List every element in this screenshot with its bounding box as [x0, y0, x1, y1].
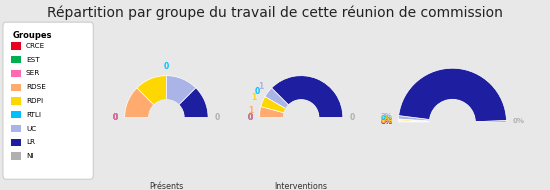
Text: 2%: 2%	[381, 113, 393, 119]
Wedge shape	[137, 76, 166, 105]
Text: 0%: 0%	[381, 119, 392, 125]
FancyBboxPatch shape	[10, 152, 21, 160]
Wedge shape	[398, 121, 430, 122]
Wedge shape	[382, 122, 522, 190]
Text: 1: 1	[258, 82, 263, 91]
Text: 0: 0	[248, 113, 253, 122]
Text: 1: 1	[191, 101, 196, 111]
Text: SER: SER	[26, 70, 40, 76]
FancyBboxPatch shape	[10, 125, 21, 132]
Wedge shape	[398, 119, 430, 121]
Text: CRCE: CRCE	[26, 43, 45, 49]
FancyBboxPatch shape	[10, 42, 21, 50]
Text: 0: 0	[113, 113, 118, 122]
Text: 1: 1	[152, 86, 158, 95]
Wedge shape	[398, 120, 430, 122]
Wedge shape	[475, 121, 507, 122]
Text: RDPI: RDPI	[26, 98, 43, 104]
FancyBboxPatch shape	[10, 84, 21, 91]
FancyBboxPatch shape	[10, 70, 21, 77]
Text: 0: 0	[113, 113, 118, 122]
Text: 0%: 0%	[381, 118, 392, 124]
Wedge shape	[247, 117, 355, 172]
FancyBboxPatch shape	[10, 139, 21, 146]
Text: 0: 0	[248, 113, 253, 122]
Text: 0: 0	[248, 113, 253, 122]
FancyBboxPatch shape	[10, 56, 21, 63]
Text: 0: 0	[349, 113, 355, 122]
Text: UC: UC	[26, 126, 36, 131]
Wedge shape	[261, 97, 286, 113]
Wedge shape	[399, 68, 507, 122]
Wedge shape	[398, 116, 430, 121]
Wedge shape	[272, 76, 343, 117]
Circle shape	[284, 100, 318, 135]
Text: 1: 1	[248, 106, 254, 115]
FancyBboxPatch shape	[10, 97, 21, 105]
Text: 0%: 0%	[381, 116, 393, 122]
Text: 9: 9	[310, 86, 315, 95]
Text: Présents: Présents	[149, 181, 184, 190]
Text: 1: 1	[251, 93, 257, 102]
FancyBboxPatch shape	[10, 111, 21, 119]
Text: Groupes: Groupes	[12, 31, 52, 40]
Text: 1: 1	[136, 101, 142, 111]
Circle shape	[430, 100, 475, 145]
Text: LR: LR	[26, 139, 35, 145]
Text: 0%: 0%	[513, 118, 524, 124]
Text: 0: 0	[214, 113, 220, 122]
Text: EST: EST	[26, 57, 40, 63]
Text: RTLI: RTLI	[26, 112, 41, 118]
Wedge shape	[260, 107, 284, 117]
Text: 0%: 0%	[381, 115, 393, 121]
Text: 0: 0	[255, 87, 260, 97]
Wedge shape	[125, 88, 154, 117]
Text: 0: 0	[164, 62, 169, 71]
Text: 0%: 0%	[381, 119, 392, 125]
Text: NI: NI	[26, 153, 34, 159]
Wedge shape	[112, 117, 221, 172]
FancyBboxPatch shape	[3, 22, 94, 179]
Text: RDSE: RDSE	[26, 84, 46, 90]
Text: 0: 0	[113, 113, 118, 122]
Wedge shape	[265, 88, 289, 109]
Text: 95%: 95%	[446, 81, 463, 87]
Wedge shape	[166, 76, 196, 105]
Text: Interventions: Interventions	[274, 181, 328, 190]
Text: 0%: 0%	[381, 118, 392, 124]
Wedge shape	[179, 88, 208, 117]
Wedge shape	[398, 119, 430, 122]
Circle shape	[149, 100, 184, 135]
Text: Répartition par groupe du travail de cette réunion de commission: Répartition par groupe du travail de cet…	[47, 6, 503, 20]
Text: 1: 1	[175, 86, 180, 95]
